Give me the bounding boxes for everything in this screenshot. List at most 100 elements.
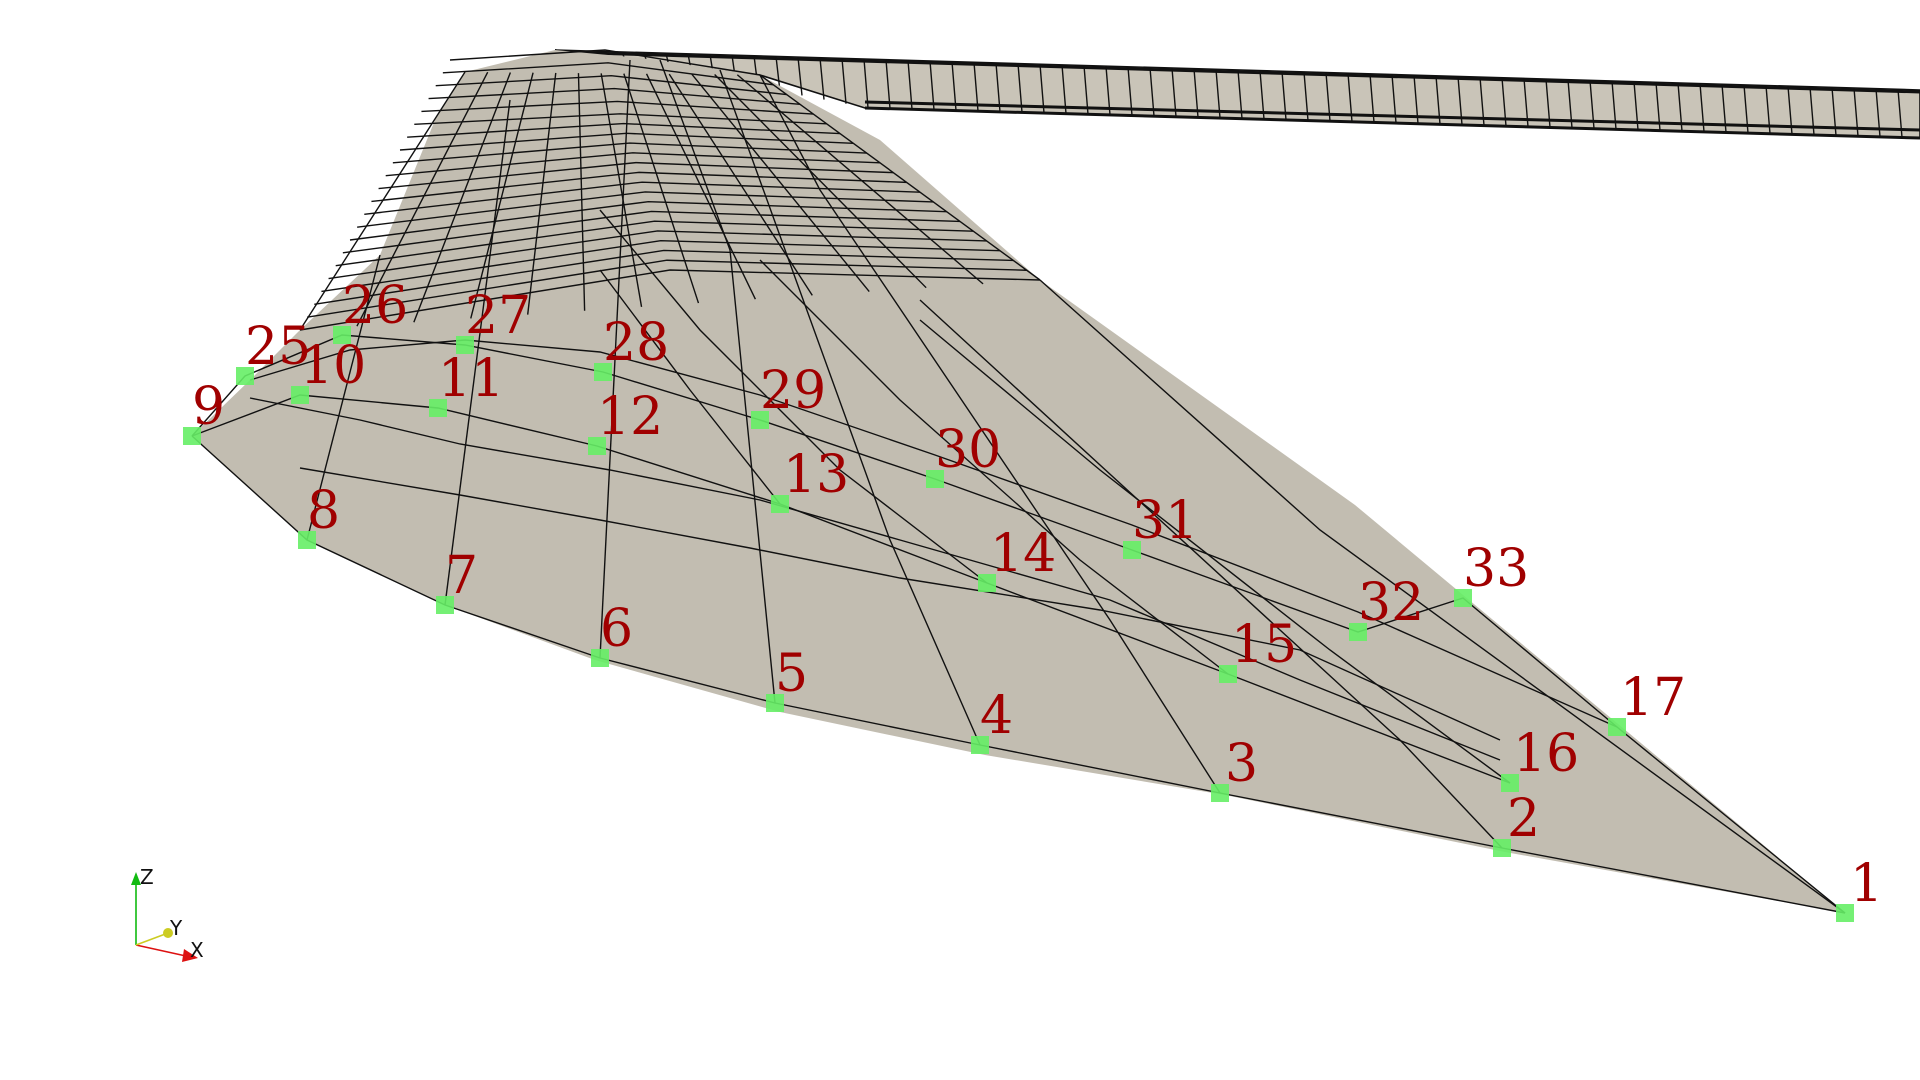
mesh-line — [1831, 87, 1837, 136]
node-label-33: 33 — [1463, 539, 1529, 599]
node-marker-4[interactable] — [971, 736, 989, 754]
mesh-line — [314, 249, 1014, 305]
mesh-line — [1721, 84, 1727, 133]
mesh-line — [1765, 85, 1771, 134]
mesh-line — [599, 209, 988, 584]
mesh-line — [951, 61, 957, 111]
mesh-line — [1501, 77, 1507, 127]
node-label-3: 3 — [1225, 734, 1258, 794]
mesh-line — [449, 49, 761, 76]
node-label-8: 8 — [307, 481, 340, 541]
node-marker-14[interactable] — [978, 574, 996, 592]
node-marker-1[interactable] — [1836, 904, 1854, 922]
node-marker-27[interactable] — [456, 336, 474, 354]
mesh-line — [413, 72, 512, 323]
node-marker-17[interactable] — [1608, 718, 1626, 736]
axis-z-label: Z — [140, 865, 154, 889]
mesh-line — [1325, 72, 1331, 122]
mesh-line — [1853, 88, 1859, 137]
mesh-line — [299, 269, 1041, 331]
mesh-line — [392, 142, 867, 164]
orientation-axes[interactable]: Z Y X — [131, 865, 204, 962]
mesh-line — [1039, 279, 1846, 914]
mesh-line — [1875, 88, 1881, 137]
node-marker-7[interactable] — [436, 596, 454, 614]
mesh-line — [919, 319, 1511, 784]
axis-x-arrow — [182, 949, 198, 962]
mesh-line — [299, 71, 466, 331]
mesh-line — [1347, 73, 1353, 122]
node-marker-10[interactable] — [291, 386, 309, 404]
mesh-line — [1105, 66, 1111, 115]
node-label-11: 11 — [438, 349, 504, 409]
mesh-line — [1281, 71, 1287, 120]
wing-surface — [191, 49, 1846, 914]
node-marker-25[interactable] — [236, 367, 254, 385]
mesh-line — [356, 71, 489, 327]
node-marker-33[interactable] — [1454, 589, 1472, 607]
mesh-line — [907, 60, 913, 110]
mesh-line — [599, 59, 631, 659]
mesh-line — [599, 269, 781, 505]
mesh-line — [885, 59, 891, 109]
mesh-line — [1743, 84, 1749, 134]
mesh-line — [1655, 82, 1661, 131]
mesh-line — [645, 73, 757, 300]
node-marker-28[interactable] — [594, 363, 612, 381]
node-marker-6[interactable] — [591, 649, 609, 667]
mesh-line — [1215, 69, 1221, 119]
node-marker-2[interactable] — [1493, 839, 1511, 857]
node-label-7: 7 — [445, 546, 478, 606]
mesh-line — [378, 161, 894, 190]
node-label-32: 32 — [1358, 573, 1424, 633]
mesh-line — [1809, 86, 1815, 135]
mesh-line — [736, 74, 984, 285]
mesh-line — [1633, 81, 1639, 130]
mesh-line — [863, 58, 869, 108]
mesh-line — [1567, 79, 1573, 129]
mesh-line — [1589, 80, 1595, 129]
axis-y-line — [135, 932, 169, 946]
mesh-line — [299, 467, 1501, 741]
mesh-line — [385, 152, 881, 177]
mesh-line — [1545, 78, 1551, 128]
mesh-line — [1303, 71, 1309, 121]
node-label-5: 5 — [775, 644, 808, 704]
node-marker-32[interactable] — [1349, 623, 1367, 641]
mesh-line — [1523, 78, 1529, 127]
node-label-13: 13 — [783, 445, 849, 505]
node-label-6: 6 — [600, 599, 633, 659]
node-label-9: 9 — [192, 377, 225, 437]
mesh-line — [1237, 69, 1243, 119]
axis-z-arrow — [131, 872, 141, 885]
node-marker-31[interactable] — [1123, 541, 1141, 559]
upper-band — [554, 49, 1920, 140]
axis-y-marker — [163, 928, 173, 938]
node-marker-11[interactable] — [429, 399, 447, 417]
mesh-line — [1457, 76, 1463, 125]
mesh-line — [444, 99, 511, 606]
node-label-12: 12 — [597, 387, 663, 447]
mesh-line — [659, 59, 776, 704]
node-label-2: 2 — [1507, 789, 1540, 849]
node-marker-30[interactable] — [926, 470, 944, 488]
node-marker-5[interactable] — [766, 694, 784, 712]
mesh-line — [1369, 73, 1375, 123]
mesh-line — [191, 334, 1846, 914]
node-marker-12[interactable] — [588, 437, 606, 455]
node-marker-3[interactable] — [1211, 784, 1229, 802]
mesh-line — [1061, 64, 1067, 114]
mesh-line — [919, 299, 1503, 849]
mesh-line — [1677, 82, 1683, 132]
node-marker-13[interactable] — [771, 495, 789, 513]
mesh-line — [973, 62, 979, 112]
node-marker-29[interactable] — [751, 411, 769, 429]
node-marker-26[interactable] — [333, 326, 351, 344]
node-marker-9[interactable] — [183, 427, 201, 445]
node-marker-16[interactable] — [1501, 774, 1519, 792]
node-label-28: 28 — [603, 313, 669, 373]
node-marker-8[interactable] — [298, 531, 316, 549]
node-marker-15[interactable] — [1219, 665, 1237, 683]
mesh-line — [1149, 67, 1155, 117]
